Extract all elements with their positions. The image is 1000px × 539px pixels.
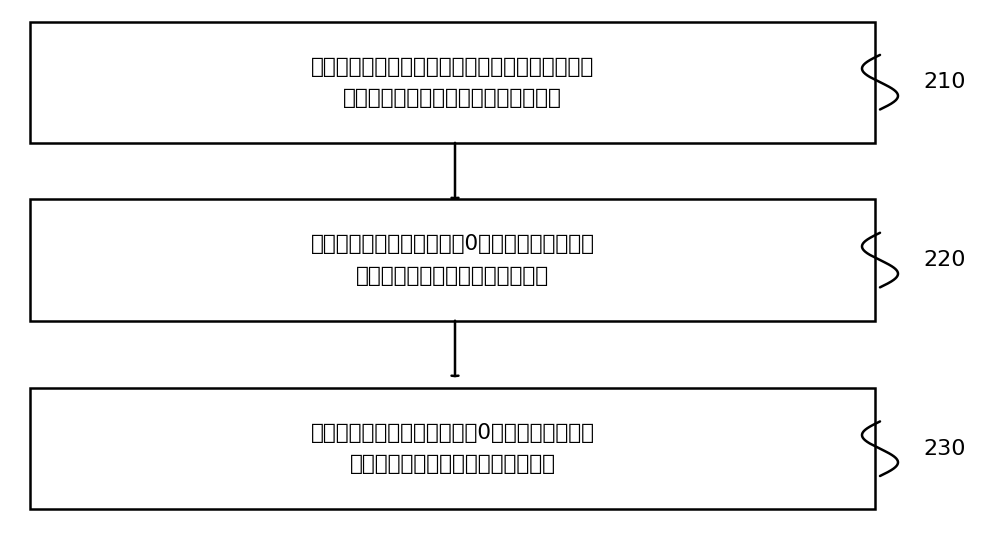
Text: 230: 230 xyxy=(923,439,966,459)
Text: 针对每个所述曲线组，获取所述第一频响曲线和所
述第二频响曲线在同一频段内的幅度差: 针对每个所述曲线组，获取所述第一频响曲线和所 述第二频响曲线在同一频段内的幅度差 xyxy=(311,57,594,108)
FancyBboxPatch shape xyxy=(30,199,875,321)
FancyBboxPatch shape xyxy=(30,388,875,509)
Text: 当至少一组所述幅度差不大于0时，则所述功率放
大器未对所述原始信号进行增益控制: 当至少一组所述幅度差不大于0时，则所述功率放 大器未对所述原始信号进行增益控制 xyxy=(310,423,594,474)
FancyBboxPatch shape xyxy=(30,22,875,143)
Text: 210: 210 xyxy=(923,72,966,92)
Text: 220: 220 xyxy=(923,250,966,270)
Text: 当每一组所述幅度差均大于0时，则所述功率放大
器对所述原始信号进行了增益控制: 当每一组所述幅度差均大于0时，则所述功率放大 器对所述原始信号进行了增益控制 xyxy=(310,234,594,286)
